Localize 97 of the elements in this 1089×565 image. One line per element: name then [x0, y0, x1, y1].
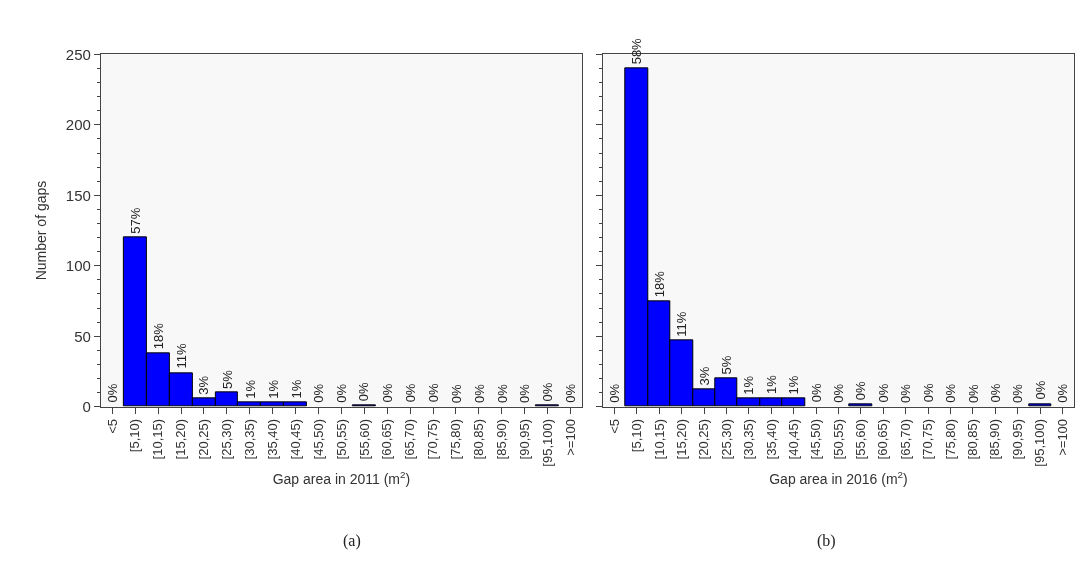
text: (a): [343, 532, 361, 550]
annotation: 0%: [1032, 380, 1048, 400]
annotation: 0%: [607, 383, 623, 403]
y-tick-label: 0: [82, 397, 91, 415]
x-tick-label: [95,100): [539, 418, 555, 467]
x-tick-label: [55,60): [356, 418, 372, 460]
annotation: 0%: [1055, 383, 1071, 403]
annotation: 0%: [563, 383, 579, 403]
annotation: 0%: [425, 383, 441, 403]
x-tick-label: [20,25): [696, 418, 712, 460]
annotation: 18%: [150, 322, 166, 350]
x-tick-label: >=100: [1054, 418, 1070, 456]
annotation: 0%: [471, 383, 487, 404]
x-tick-label: [60,65): [875, 418, 891, 460]
x-tick-label: [15,20): [173, 418, 189, 460]
x-tick-label: [85,90): [987, 418, 1003, 460]
annotation: 0%: [448, 383, 464, 404]
annotation: 11%: [173, 342, 189, 369]
annotation: 5%: [219, 369, 235, 389]
annotation: 1%: [288, 379, 304, 399]
annotation: 0%: [494, 383, 510, 403]
bar: [848, 403, 873, 407]
annotation: 0%: [311, 383, 327, 403]
annotation: 0%: [517, 383, 533, 403]
annotation: 0%: [1010, 383, 1026, 403]
x-tick-label: [55,60): [853, 418, 869, 460]
x-tick-label: <5: [606, 418, 622, 434]
y-axis-title: Number of gaps: [33, 180, 50, 281]
annotation: 0%: [808, 383, 824, 403]
annotation: 0%: [831, 383, 847, 403]
x-tick-label: >=100: [562, 418, 578, 456]
x-tick-label: [40,45): [287, 418, 303, 460]
annotation: 0%: [402, 383, 418, 403]
bar: [1028, 403, 1052, 407]
annotation: 0%: [965, 383, 981, 404]
x-axis-title: Gap area in 2016 (m$^{2}$): [769, 469, 908, 487]
text: (b): [817, 532, 836, 550]
x-tick-label: [70,75): [425, 418, 441, 460]
x-tick-label: [50,55): [333, 418, 349, 460]
x-tick-label: [50,55): [830, 418, 846, 460]
x-tick-label: [80,85): [471, 418, 487, 460]
x-tick-label: [25,30): [219, 418, 235, 460]
annotation: 1%: [741, 375, 757, 395]
x-tick-label: [70,75): [920, 418, 936, 460]
x-tick-label: [35,40): [264, 418, 280, 460]
annotation: 1%: [265, 379, 281, 399]
x-tick-label: [5,10): [629, 418, 645, 453]
y-tick-label: 150: [65, 186, 91, 204]
x-tick-label: [45,50): [310, 418, 326, 460]
x-tick-label: [40,45): [785, 418, 801, 460]
x-tick-label: <5: [104, 418, 120, 434]
annotation: 0%: [898, 383, 914, 403]
x-tick-label: [90,95): [1009, 418, 1025, 460]
y-tick-label: 250: [65, 45, 91, 63]
x-tick-label: [65,70): [897, 418, 913, 460]
x-tick-label: [75,80): [942, 418, 958, 460]
x-tick-label: [65,70): [402, 418, 418, 460]
annotation: 3%: [196, 375, 212, 395]
x-tick-label: [15,20): [673, 418, 689, 460]
x-tick-label: [85,90): [493, 418, 509, 460]
annotation: 57%: [127, 207, 143, 234]
x-tick-label: [75,80): [448, 418, 464, 460]
annotation: 1%: [785, 375, 801, 395]
annotation: 11%: [673, 311, 689, 337]
annotation: 18%: [652, 270, 668, 298]
x-tick-label: [45,50): [808, 418, 824, 460]
y-tick-label: 200: [65, 116, 91, 134]
annotation: 0%: [105, 383, 121, 403]
x-tick-label: [60,65): [379, 418, 395, 460]
x-tick-label: [20,25): [196, 418, 212, 460]
annotation: 0%: [379, 383, 395, 403]
annotation: 1%: [763, 374, 779, 395]
x-tick-label: [10,15): [150, 418, 166, 460]
y-tick-label: 50: [74, 327, 91, 345]
x-tick-label: [30,35): [241, 418, 257, 460]
annotation: 0%: [356, 381, 372, 402]
x-tick-label: [90,95): [516, 418, 532, 460]
x-tick-label: [95,100): [1032, 418, 1048, 467]
annotation: 0%: [853, 381, 869, 401]
y-tick-label: 100: [65, 257, 91, 275]
annotation: 5%: [719, 355, 735, 375]
annotation: 0%: [334, 383, 350, 403]
annotation: 0%: [943, 383, 959, 403]
x-tick-label: [80,85): [965, 418, 981, 460]
x-tick-label: [35,40): [763, 418, 779, 460]
x-tick-label: [10,15): [651, 418, 667, 460]
x-tick-label: [25,30): [718, 418, 734, 460]
annotation: 0%: [876, 383, 892, 403]
annotation: 3%: [696, 366, 712, 386]
annotation: 0%: [920, 383, 936, 403]
annotation: 0%: [988, 383, 1004, 403]
x-tick-label: [30,35): [741, 418, 757, 460]
x-axis-title: Gap area in 2011 (m$^{2}$): [272, 469, 411, 487]
annotation: 1%: [242, 379, 258, 399]
annotation: 58%: [629, 37, 645, 65]
x-tick-label: [5,10): [127, 418, 143, 453]
annotation: 0%: [539, 382, 555, 402]
